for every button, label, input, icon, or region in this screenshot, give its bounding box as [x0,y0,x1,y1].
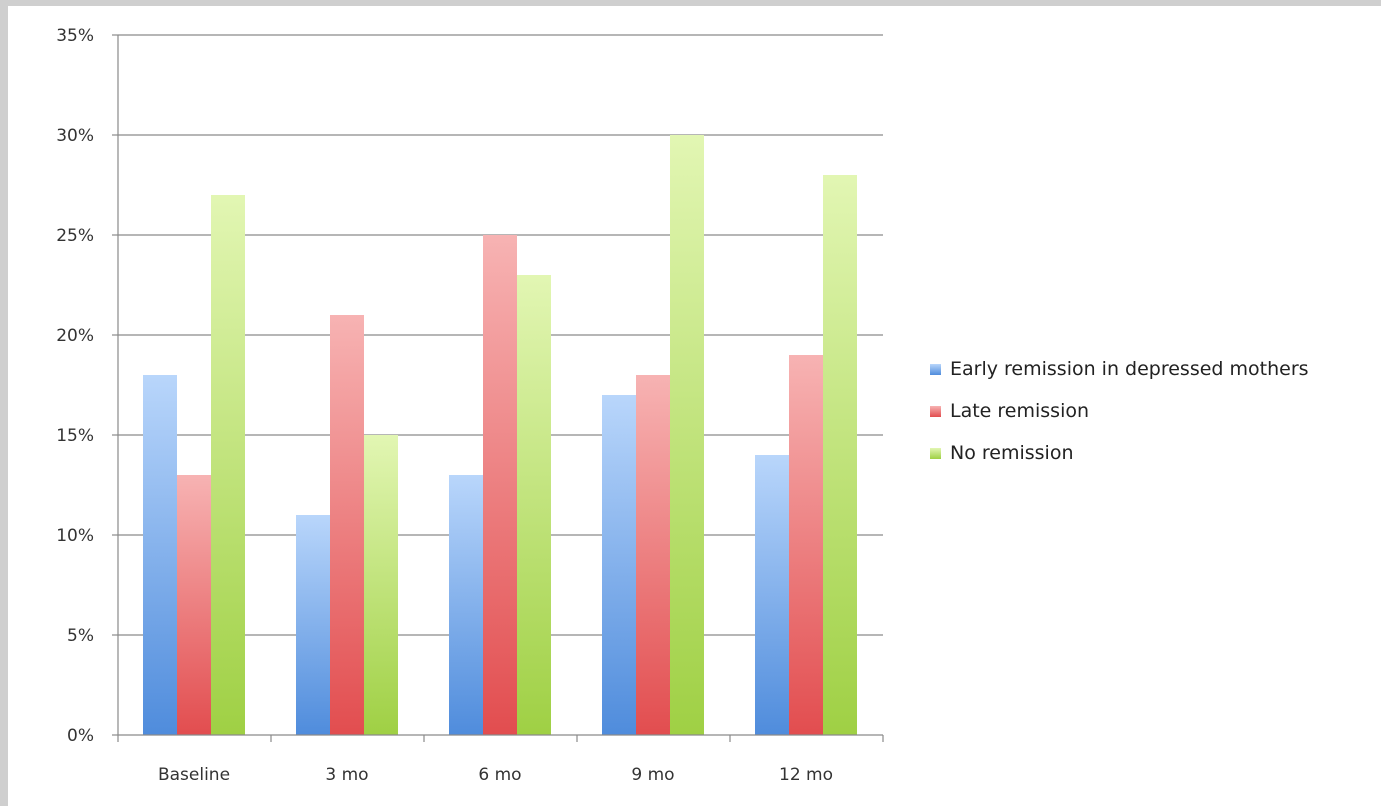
x-tick-label: 6 mo [478,765,521,785]
x-tick-label: 3 mo [325,765,368,785]
y-tick-label: 20% [56,326,94,346]
bar-early-remission-in-depressed-mothers-9-mo [602,395,636,735]
legend-item: No remission [930,442,1074,464]
bars [143,135,857,735]
bar-no-remission-6-mo [517,275,551,735]
bar-early-remission-in-depressed-mothers-6-mo [449,475,483,735]
bar-late-remission-baseline [177,475,211,735]
bar-early-remission-in-depressed-mothers-3-mo [296,515,330,735]
y-tick-label: 35% [56,26,94,46]
y-tick-label: 25% [56,226,94,246]
x-tick-label: 9 mo [631,765,674,785]
legend-swatch [930,406,941,417]
bar-no-remission-9-mo [670,135,704,735]
legend: Early remission in depressed mothers Late… [930,358,1309,464]
bar-early-remission-in-depressed-mothers-12-mo [755,455,789,735]
bar-late-remission-3-mo [330,315,364,735]
bar-early-remission-in-depressed-mothers-baseline [143,375,177,735]
bar-no-remission-3-mo [364,435,398,735]
x-tick-label: 12 mo [779,765,833,785]
bar-no-remission-baseline [211,195,245,735]
x-axis-labels: Baseline 3 mo 6 mo 9 mo 12 mo [158,765,833,785]
bar-late-remission-9-mo [636,375,670,735]
bar-no-remission-12-mo [823,175,857,735]
legend-swatch [930,364,941,375]
y-tick-label: 15% [56,426,94,446]
bar-late-remission-6-mo [483,235,517,735]
bar-late-remission-12-mo [789,355,823,735]
x-tick-label: Baseline [158,765,230,785]
legend-label: Late remission [950,400,1089,422]
y-tick-label: 5% [67,626,94,646]
y-axis-labels: 0% 5% 10% 15% 20% 25% 30% 35% [56,26,94,746]
legend-label: No remission [950,442,1074,464]
legend-item: Late remission [930,400,1089,422]
axes [117,35,884,742]
y-tick-label: 0% [67,726,94,746]
legend-swatch [930,448,941,459]
legend-item: Early remission in depressed mothers [930,358,1309,380]
y-tick-label: 10% [56,526,94,546]
legend-label: Early remission in depressed mothers [950,358,1309,380]
y-tick-label: 30% [56,126,94,146]
